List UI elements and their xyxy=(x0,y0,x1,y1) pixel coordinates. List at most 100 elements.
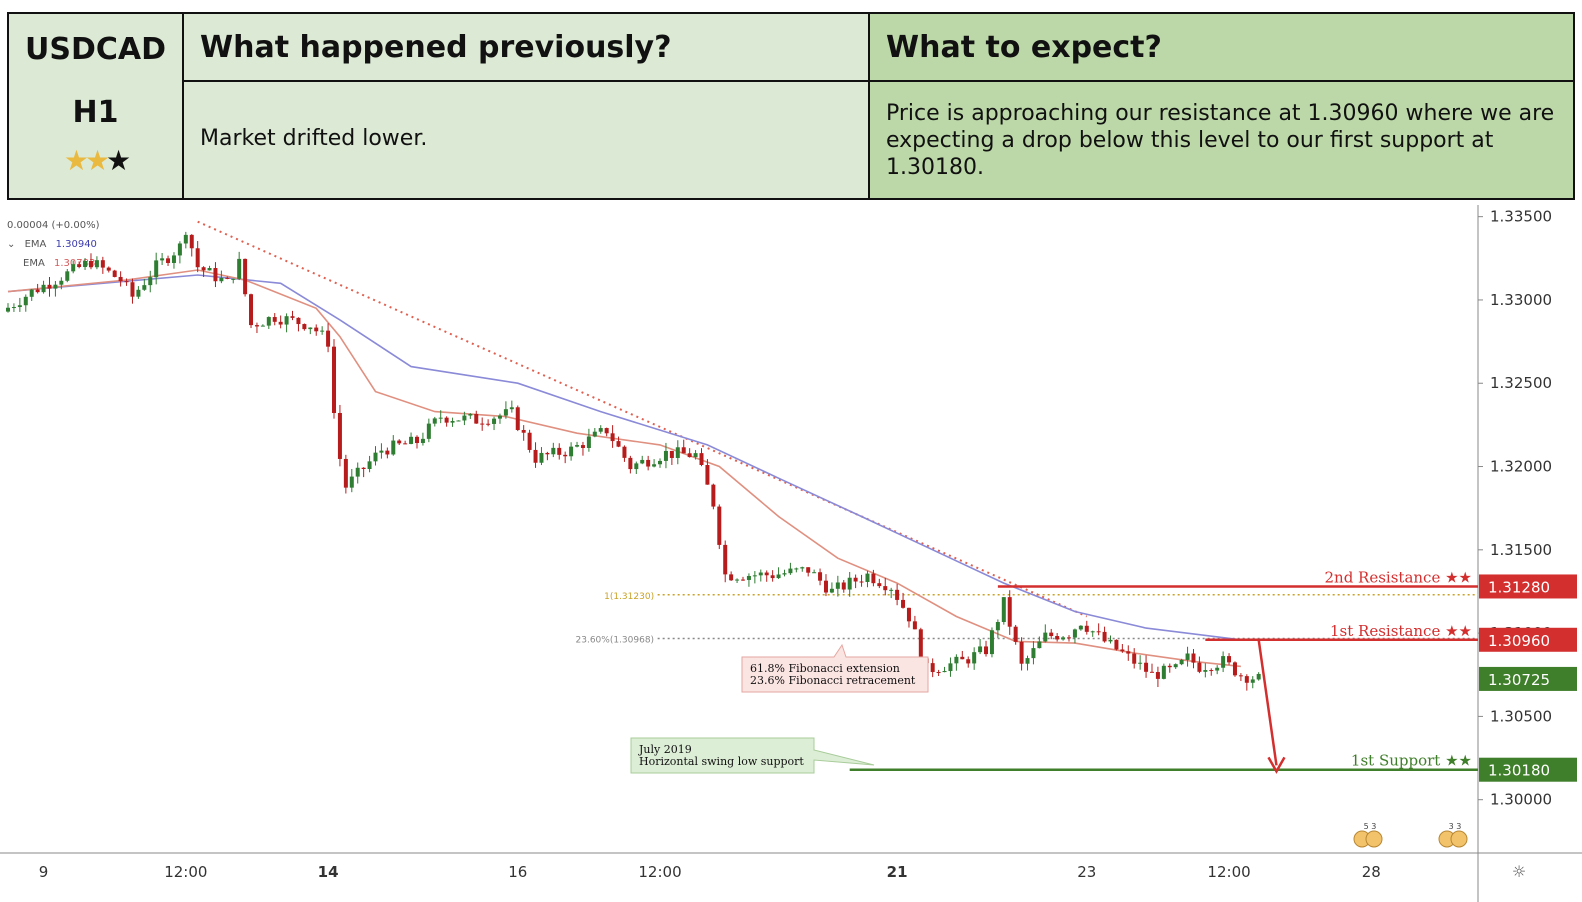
candle-body xyxy=(284,316,289,325)
candle-body xyxy=(989,630,994,655)
current-price-tag-bg xyxy=(1479,666,1577,691)
candle-body xyxy=(687,453,692,458)
candle-body xyxy=(616,441,621,447)
event-icon-label: 3 3 xyxy=(1449,822,1462,831)
candle-body xyxy=(88,261,93,268)
candle-body xyxy=(640,459,645,464)
candle-body xyxy=(397,440,402,444)
candle-body xyxy=(936,672,941,674)
candle-body xyxy=(598,428,603,432)
candle-body xyxy=(883,586,888,591)
candle-body xyxy=(675,447,680,458)
candle-body xyxy=(189,234,194,249)
candle-body xyxy=(124,281,129,283)
candle-body xyxy=(699,453,704,465)
candle-body xyxy=(509,407,514,410)
candle-body xyxy=(1161,665,1166,679)
candle-body xyxy=(272,317,277,322)
candle-body xyxy=(355,467,360,477)
annotation-fib-line2: 23.6% Fibonacci retracement xyxy=(750,674,916,687)
candle-body xyxy=(326,330,331,347)
candle-body xyxy=(1256,673,1261,680)
candle-body xyxy=(895,589,900,600)
candle-body xyxy=(59,280,64,285)
forecast-arrow-head xyxy=(1267,756,1286,774)
x-tick-label: 12:00 xyxy=(1207,863,1250,881)
candle-body xyxy=(841,582,846,590)
candle-body xyxy=(794,568,799,570)
candle-body xyxy=(296,317,301,325)
candle-body xyxy=(723,544,728,575)
candle-body xyxy=(1144,662,1149,672)
candle-body xyxy=(112,270,117,277)
prev-title: What happened previously? xyxy=(184,14,870,82)
candle-body xyxy=(859,581,864,583)
settings-icon[interactable]: ☼ xyxy=(1512,862,1526,881)
candle-body xyxy=(302,324,307,330)
candle-body xyxy=(705,464,710,485)
candle-body xyxy=(71,264,76,272)
y-tick-label: 1.33500 xyxy=(1490,208,1552,226)
candle-body xyxy=(492,418,497,424)
candle-body xyxy=(1197,662,1202,672)
candle-body xyxy=(758,572,763,576)
legend-collapse-icon[interactable]: ⌄ xyxy=(7,239,16,250)
candle-body xyxy=(77,264,82,268)
candle-body xyxy=(207,268,212,271)
annotation-support-line2: Horizontal swing low support xyxy=(639,755,804,768)
x-tick-label: 16 xyxy=(508,863,527,881)
candle-body xyxy=(130,282,135,297)
candle-body xyxy=(195,248,200,268)
candle-body xyxy=(432,418,437,424)
y-tick-label: 1.30500 xyxy=(1490,707,1552,725)
candle-body xyxy=(403,443,408,445)
x-tick-label: 12:00 xyxy=(164,863,207,881)
candle-body xyxy=(237,258,242,279)
candle-body xyxy=(634,463,639,470)
candle-body xyxy=(414,436,419,444)
candle-body xyxy=(1221,656,1226,668)
candle-body xyxy=(847,577,852,590)
candle-body xyxy=(118,276,123,282)
candle-body xyxy=(984,646,989,655)
candle-body xyxy=(6,307,10,312)
candle-body xyxy=(486,423,491,425)
candle-body xyxy=(1007,597,1012,627)
candle-body xyxy=(11,307,16,309)
candle-body xyxy=(735,579,740,581)
event-icon xyxy=(1365,830,1383,848)
candle-body xyxy=(314,327,319,332)
candle-body xyxy=(1250,679,1255,683)
candle-body xyxy=(539,452,544,463)
candle-body xyxy=(53,284,58,289)
candle-body xyxy=(308,327,313,330)
candle-body xyxy=(47,284,52,289)
candle-body xyxy=(646,459,651,467)
candle-body xyxy=(474,414,479,424)
candle-body xyxy=(823,580,828,593)
candle-body xyxy=(746,575,751,580)
candle-body xyxy=(575,445,580,447)
gold-star-icon: ★★ xyxy=(63,144,110,177)
candle-body xyxy=(41,284,46,293)
price-chart[interactable]: 1.335001.330001.325001.320001.315001.310… xyxy=(0,205,1582,902)
candle-body xyxy=(729,574,734,581)
candle-body xyxy=(385,450,390,455)
candle-body xyxy=(752,575,757,577)
candle-body xyxy=(1061,637,1066,640)
price-tag-bg xyxy=(1479,757,1577,782)
y-tick-label: 1.32000 xyxy=(1490,458,1552,476)
candle-body xyxy=(1013,626,1018,642)
candle-body xyxy=(966,659,971,664)
candle-body xyxy=(1108,639,1113,642)
candle-body xyxy=(231,278,236,280)
candle-body xyxy=(320,330,325,332)
y-tick-label: 1.32500 xyxy=(1490,374,1552,392)
price-tag-bg xyxy=(1479,574,1577,599)
candle-body xyxy=(610,433,615,442)
candle-body xyxy=(741,579,745,581)
candle-body xyxy=(290,316,295,318)
candle-body xyxy=(17,305,22,308)
candle-body xyxy=(1072,629,1077,638)
candle-body xyxy=(160,258,165,261)
